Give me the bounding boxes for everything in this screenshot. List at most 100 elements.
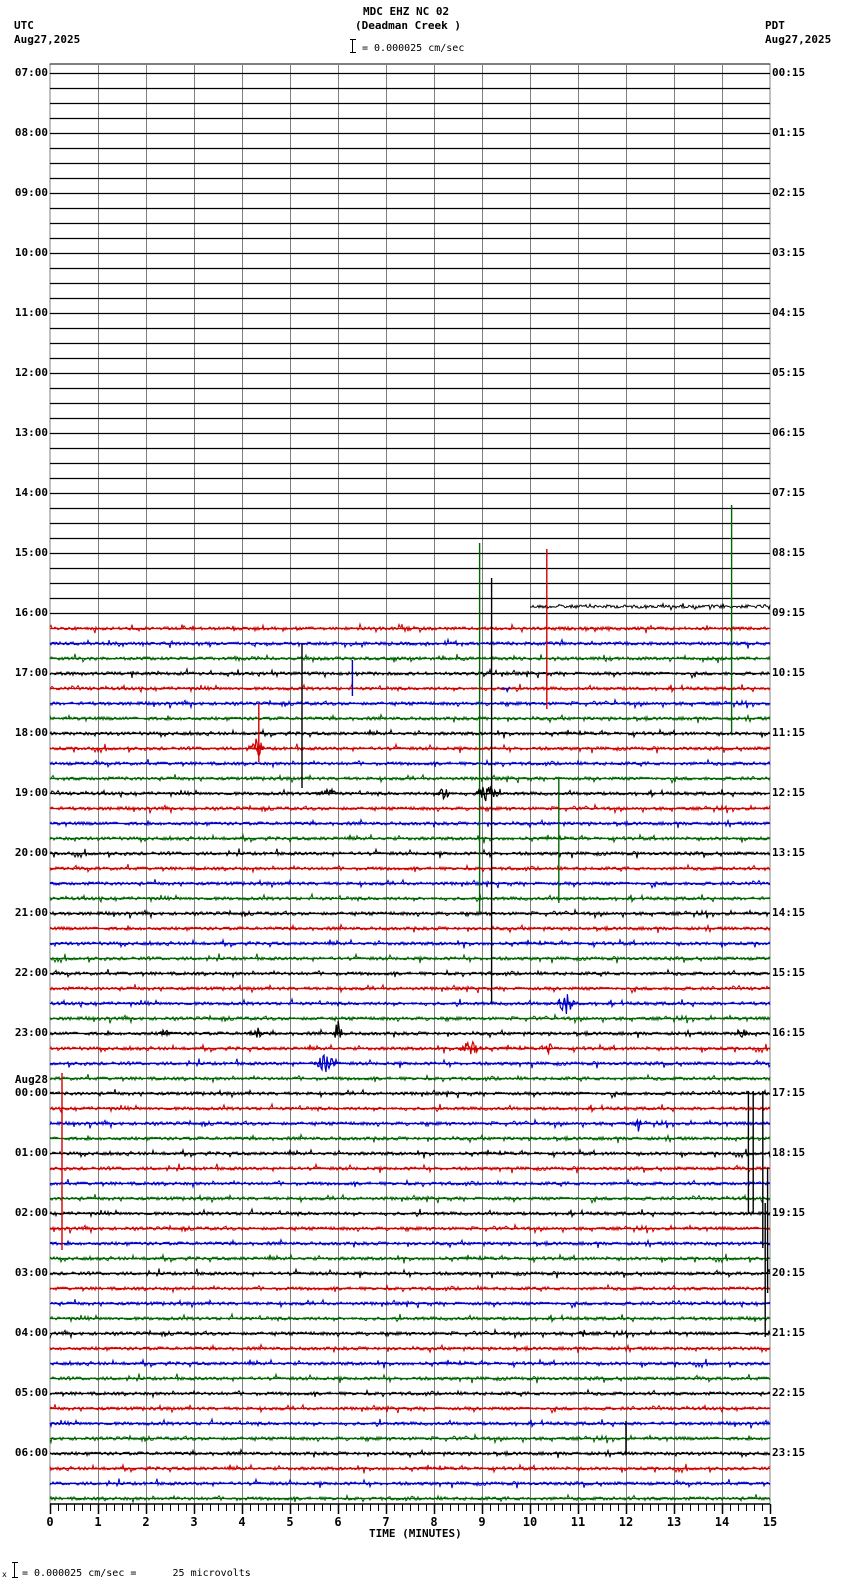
utc-time-label: 23:00 [14, 1026, 48, 1039]
seismic-burst [247, 738, 265, 757]
seismic-trace [49, 1193, 771, 1205]
seismic-trace [49, 1117, 771, 1130]
utc-time-label: 16:00 [14, 606, 48, 619]
seismic-trace [49, 1147, 771, 1159]
seismic-burst [474, 785, 500, 802]
seismic-trace [49, 1238, 771, 1249]
footer-prefix: x [2, 1570, 7, 1579]
utc-time-label: 13:00 [14, 426, 48, 439]
seismic-trace [49, 1403, 771, 1415]
x-tick-label: 9 [478, 1515, 485, 1529]
pdt-time-label: 18:15 [772, 1146, 806, 1159]
seismic-trace [49, 1162, 771, 1174]
pdt-time-label: 19:15 [772, 1206, 806, 1219]
utc-time-label: 21:00 [14, 906, 48, 919]
pdt-time-label: 12:15 [772, 786, 806, 799]
seismic-trace [49, 802, 771, 815]
seismic-trace [49, 863, 771, 874]
seismic-trace [49, 637, 771, 649]
seismic-trace [49, 1448, 771, 1459]
seismic-trace [49, 1178, 771, 1189]
pdt-time-label: 21:15 [772, 1326, 806, 1339]
utc-time-label: 02:00 [14, 1206, 48, 1219]
seismic-trace [50, 1357, 771, 1369]
pdt-time-label: 23:15 [772, 1446, 806, 1459]
seismic-trace [49, 968, 771, 979]
seismic-trace [49, 622, 770, 634]
x-tick-label: 2 [142, 1515, 149, 1529]
utc-time-label: 19:00 [14, 786, 48, 799]
pdt-time-label: 05:15 [772, 366, 806, 379]
seismic-trace [49, 832, 771, 844]
pdt-time-label: 10:15 [772, 666, 806, 679]
seismic-trace [529, 602, 771, 612]
seismic-burst [333, 1020, 343, 1038]
utc-time-label: 20:00 [14, 846, 48, 859]
pdt-time-label: 09:15 [772, 606, 806, 619]
utc-time-label: 00:00 [14, 1086, 48, 1099]
utc-time-label: 22:00 [14, 966, 48, 979]
pdt-time-label: 22:15 [772, 1386, 806, 1399]
seismic-trace [49, 1088, 771, 1100]
seismic-burst [501, 686, 511, 694]
seismic-trace [49, 1493, 771, 1504]
seismic-burst [313, 787, 343, 796]
utc-time-label: 08:00 [14, 126, 48, 139]
seismic-burst [633, 1117, 642, 1132]
utc-time-label: 11:00 [14, 306, 48, 319]
seismic-trace [49, 1327, 771, 1340]
seismic-trace [49, 1388, 771, 1399]
seismic-trace [49, 997, 771, 1009]
seismic-trace [49, 1417, 771, 1429]
seismic-burst [555, 994, 576, 1015]
header-left-date: Aug27,2025 [14, 33, 81, 46]
utc-time-label: 01:00 [14, 1146, 48, 1159]
header-location: (Deadman Creek ) [355, 19, 461, 32]
seismic-trace [49, 682, 771, 694]
utc-time-label: 07:00 [14, 66, 48, 79]
seismic-trace [49, 1432, 771, 1445]
x-axis-title: TIME (MINUTES) [369, 1527, 462, 1540]
seismic-trace [49, 818, 771, 829]
seismic-trace [49, 1102, 771, 1114]
seismic-trace [49, 937, 771, 949]
utc-time-label: 09:00 [14, 186, 48, 199]
seismic-trace [49, 1372, 771, 1384]
seismic-trace [49, 1343, 771, 1354]
x-tick-label: 7 [382, 1515, 389, 1529]
seismic-trace [49, 1267, 771, 1279]
x-tick-label: 10 [523, 1515, 537, 1529]
seismic-trace [49, 1477, 771, 1489]
footer-scale-bar-icon [12, 1562, 20, 1578]
pdt-time-label: 04:15 [772, 306, 806, 319]
seismic-trace [49, 1222, 771, 1235]
seismic-trace [49, 1312, 771, 1324]
x-tick-label: 6 [334, 1515, 341, 1529]
pdt-time-label: 13:15 [772, 846, 806, 859]
seismic-trace [49, 1462, 771, 1474]
seismic-trace [49, 878, 771, 890]
seismic-trace [49, 667, 771, 680]
seismic-trace [49, 1298, 771, 1310]
seismic-trace [49, 923, 771, 934]
seismic-burst [158, 1028, 173, 1038]
header-right-date: Aug27,2025 [765, 33, 832, 46]
x-tick-label: 3 [190, 1515, 197, 1529]
seismic-trace [49, 1283, 771, 1294]
seismic-trace [49, 713, 771, 724]
x-tick-label: 11 [571, 1515, 585, 1529]
seismic-trace [49, 787, 771, 799]
x-tick-label: 14 [715, 1515, 729, 1529]
x-tick-label: 4 [238, 1515, 245, 1529]
utc-time-label: 12:00 [14, 366, 48, 379]
seismic-trace [50, 1133, 771, 1144]
seismic-trace [49, 907, 771, 920]
header-scale-text: = 0.000025 cm/sec [362, 43, 465, 54]
utc-time-label: 06:00 [14, 1446, 48, 1459]
seismic-trace [49, 1042, 771, 1054]
seismic-trace [49, 1028, 771, 1039]
seismic-trace [49, 1057, 771, 1069]
seismic-trace [49, 892, 771, 904]
pdt-time-label: 00:15 [772, 66, 806, 79]
